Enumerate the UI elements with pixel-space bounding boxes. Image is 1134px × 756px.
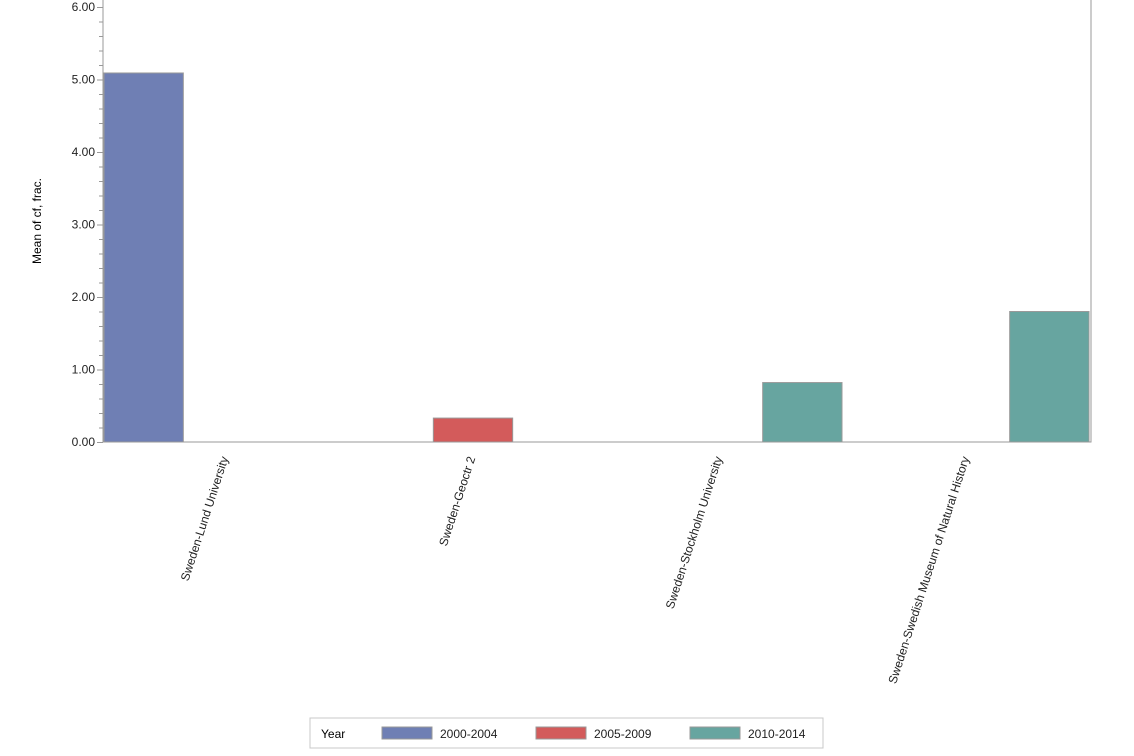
legend: Year 2000-2004 2005-2009 2010-2014	[309, 717, 824, 749]
legend-swatch	[381, 726, 433, 740]
y-tick-label: 5.00	[72, 73, 96, 87]
bar-2000-2004	[103, 72, 184, 443]
y-tick-label: 1.00	[72, 363, 96, 377]
x-tick-label: Sweden-Geoctr 2	[436, 454, 478, 547]
plot-frame	[102, 0, 1092, 443]
y-tick-label: 0.00	[72, 435, 96, 449]
y-axis-label: Mean of cf, frac.	[30, 178, 44, 264]
legend-title: Year	[321, 727, 345, 741]
y-tick-label: 2.00	[72, 290, 96, 304]
y-tick-label: 4.00	[72, 145, 96, 159]
legend-swatch	[535, 726, 587, 740]
x-tick-label: Sweden-Stockholm University	[663, 455, 726, 611]
bar-2005-2009	[432, 417, 514, 443]
bar-2010-2014	[1009, 311, 1090, 443]
legend-label: 2000-2004	[440, 727, 498, 741]
bar-2010-2014	[762, 382, 843, 443]
legend-swatch	[689, 726, 741, 740]
x-tick-label: Sweden-Lund University	[178, 455, 232, 583]
y-tick-label: 3.00	[72, 218, 96, 232]
x-tick-label: Sweden-Swedish Museum of Natural History	[885, 455, 972, 686]
legend-label: 2005-2009	[594, 727, 652, 741]
y-tick-label: 6.00	[72, 0, 96, 14]
legend-label: 2010-2014	[748, 727, 806, 741]
